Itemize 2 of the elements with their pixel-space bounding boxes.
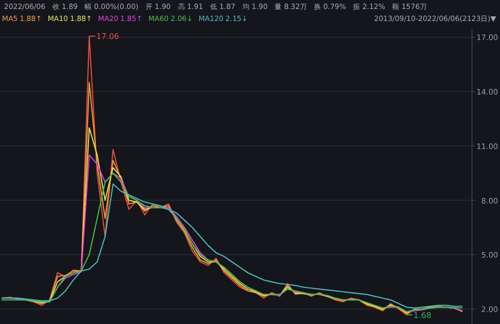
annotation: 1.68 — [413, 310, 432, 320]
annotation: 17.06 — [96, 32, 120, 42]
